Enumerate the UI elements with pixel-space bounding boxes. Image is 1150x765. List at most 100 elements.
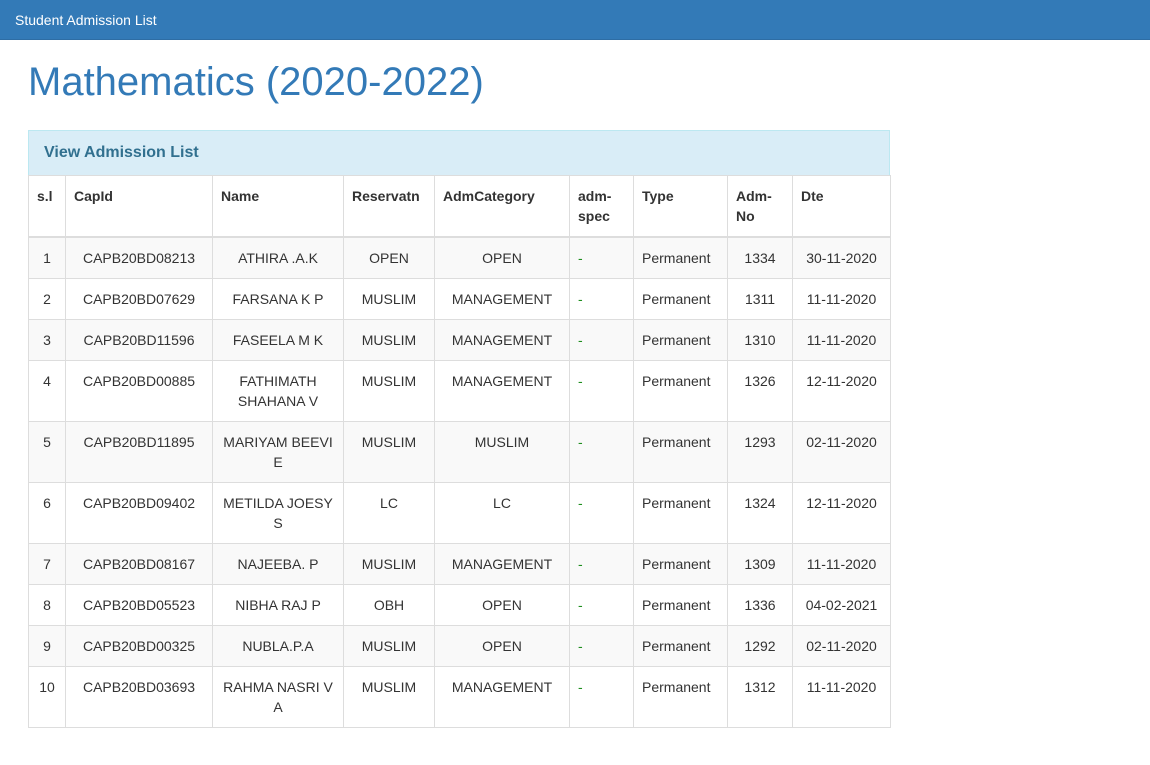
cell-sl: 4 bbox=[28, 360, 66, 422]
column-header-name: Name bbox=[212, 175, 344, 238]
admission-table-header: s.l CapId Name Reservatn AdmCategory adm-spec… bbox=[28, 175, 891, 238]
cell-reservatn: MUSLIM bbox=[343, 421, 435, 483]
cell-type: Permanent bbox=[633, 584, 728, 626]
cell-dte: 11-11-2020 bbox=[792, 319, 891, 361]
cell-dte: 11-11-2020 bbox=[792, 666, 891, 728]
cell-sl: 1 bbox=[28, 236, 66, 279]
cell-admno: 1309 bbox=[727, 543, 793, 585]
cell-sl: 9 bbox=[28, 625, 66, 667]
cell-name: NIBHA RAJ P bbox=[212, 584, 344, 626]
cell-admspec: - bbox=[569, 319, 634, 361]
cell-capid: CAPB20BD09402 bbox=[65, 482, 213, 544]
table-row: 7 CAPB20BD08167 NAJEEBA. P MUSLIM MANAGEMENT… bbox=[28, 543, 891, 585]
panel-title: View Admission List bbox=[28, 130, 890, 175]
cell-name: NAJEEBA. P bbox=[212, 543, 344, 585]
cell-type: Permanent bbox=[633, 543, 728, 585]
cell-reservatn: OBH bbox=[343, 584, 435, 626]
cell-name: FARSANA K P bbox=[212, 278, 344, 320]
cell-sl: 10 bbox=[28, 666, 66, 728]
cell-sl: 2 bbox=[28, 278, 66, 320]
top-navbar: Student Admission List bbox=[0, 0, 1150, 40]
cell-admspec: - bbox=[569, 625, 634, 667]
table-row: 8 CAPB20BD05523 NIBHA RAJ P OBH OPEN - Permane… bbox=[28, 584, 891, 626]
cell-admspec: - bbox=[569, 666, 634, 728]
table-row: 6 CAPB20BD09402 METILDA JOESY S LC LC - Perman… bbox=[28, 482, 891, 544]
cell-reservatn: LC bbox=[343, 482, 435, 544]
cell-admno: 1334 bbox=[727, 236, 793, 279]
cell-admcategory: MUSLIM bbox=[434, 421, 570, 483]
table-row: 3 CAPB20BD11596 FASEELA M K MUSLIM MANAGEMEN… bbox=[28, 319, 891, 361]
cell-name: NUBLA.P.A bbox=[212, 625, 344, 667]
cell-type: Permanent bbox=[633, 482, 728, 544]
column-header-type: Type bbox=[633, 175, 728, 238]
cell-type: Permanent bbox=[633, 666, 728, 728]
cell-dte: 02-11-2020 bbox=[792, 625, 891, 667]
cell-name: RAHMA NASRI V A bbox=[212, 666, 344, 728]
cell-reservatn: OPEN bbox=[343, 236, 435, 279]
cell-reservatn: MUSLIM bbox=[343, 625, 435, 667]
cell-sl: 8 bbox=[28, 584, 66, 626]
table-row: 10 CAPB20BD03693 RAHMA NASRI V A MUSLIM MANA… bbox=[28, 666, 891, 728]
cell-dte: 04-02-2021 bbox=[792, 584, 891, 626]
cell-name: FASEELA M K bbox=[212, 319, 344, 361]
cell-admno: 1312 bbox=[727, 666, 793, 728]
cell-admcategory: LC bbox=[434, 482, 570, 544]
cell-type: Permanent bbox=[633, 625, 728, 667]
cell-sl: 7 bbox=[28, 543, 66, 585]
cell-admspec: - bbox=[569, 482, 634, 544]
cell-admno: 1293 bbox=[727, 421, 793, 483]
cell-capid: CAPB20BD00325 bbox=[65, 625, 213, 667]
cell-capid: CAPB20BD03693 bbox=[65, 666, 213, 728]
cell-admno: 1336 bbox=[727, 584, 793, 626]
cell-name: FATHIMATH SHAHANA V bbox=[212, 360, 344, 422]
cell-type: Permanent bbox=[633, 236, 728, 279]
table-row: 9 CAPB20BD00325 NUBLA.P.A MUSLIM OPEN - Perman… bbox=[28, 625, 891, 667]
cell-capid: CAPB20BD11895 bbox=[65, 421, 213, 483]
cell-capid: CAPB20BD00885 bbox=[65, 360, 213, 422]
header-row: s.l CapId Name Reservatn AdmCategory adm-spec… bbox=[28, 175, 891, 238]
cell-dte: 12-11-2020 bbox=[792, 360, 891, 422]
cell-capid: CAPB20BD11596 bbox=[65, 319, 213, 361]
cell-name: MARIYAM BEEVI E bbox=[212, 421, 344, 483]
cell-reservatn: MUSLIM bbox=[343, 666, 435, 728]
cell-capid: CAPB20BD05523 bbox=[65, 584, 213, 626]
cell-capid: CAPB20BD08213 bbox=[65, 236, 213, 279]
column-header-sl: s.l bbox=[28, 175, 66, 238]
cell-admcategory: MANAGEMENT bbox=[434, 360, 570, 422]
cell-name: METILDA JOESY S bbox=[212, 482, 344, 544]
cell-dte: 12-11-2020 bbox=[792, 482, 891, 544]
cell-type: Permanent bbox=[633, 319, 728, 361]
table-row: 4 CAPB20BD00885 FATHIMATH SHAHANA V MUSLIM M… bbox=[28, 360, 891, 422]
column-header-dte: Dte bbox=[792, 175, 891, 238]
cell-admcategory: MANAGEMENT bbox=[434, 543, 570, 585]
cell-reservatn: MUSLIM bbox=[343, 543, 435, 585]
cell-admspec: - bbox=[569, 236, 634, 279]
cell-reservatn: MUSLIM bbox=[343, 360, 435, 422]
navbar-title[interactable]: Student Admission List bbox=[15, 11, 157, 28]
table-row: 1 CAPB20BD08213 ATHIRA .A.K OPEN OPEN - Perman… bbox=[28, 236, 891, 279]
cell-sl: 5 bbox=[28, 421, 66, 483]
cell-dte: 02-11-2020 bbox=[792, 421, 891, 483]
table-row: 5 CAPB20BD11895 MARIYAM BEEVI E MUSLIM MUSLI… bbox=[28, 421, 891, 483]
column-header-capid: CapId bbox=[65, 175, 213, 238]
column-header-admspec: adm-spec bbox=[569, 175, 634, 238]
admission-table: s.l CapId Name Reservatn AdmCategory adm-spec… bbox=[28, 175, 891, 728]
column-header-reservatn: Reservatn bbox=[343, 175, 435, 238]
table-row: 2 CAPB20BD07629 FARSANA K P MUSLIM MANAGEMEN… bbox=[28, 278, 891, 320]
cell-sl: 6 bbox=[28, 482, 66, 544]
cell-dte: 30-11-2020 bbox=[792, 236, 891, 279]
cell-admno: 1326 bbox=[727, 360, 793, 422]
cell-admno: 1311 bbox=[727, 278, 793, 320]
cell-reservatn: MUSLIM bbox=[343, 319, 435, 361]
cell-admcategory: MANAGEMENT bbox=[434, 666, 570, 728]
cell-admspec: - bbox=[569, 421, 634, 483]
cell-admcategory: MANAGEMENT bbox=[434, 278, 570, 320]
main-content: Mathematics (2020-2022) View Admission L… bbox=[28, 60, 891, 728]
cell-admspec: - bbox=[569, 278, 634, 320]
cell-admspec: - bbox=[569, 543, 634, 585]
cell-admno: 1310 bbox=[727, 319, 793, 361]
cell-capid: CAPB20BD07629 bbox=[65, 278, 213, 320]
cell-admcategory: OPEN bbox=[434, 236, 570, 279]
column-header-admno: Adm-No bbox=[727, 175, 793, 238]
cell-admno: 1292 bbox=[727, 625, 793, 667]
